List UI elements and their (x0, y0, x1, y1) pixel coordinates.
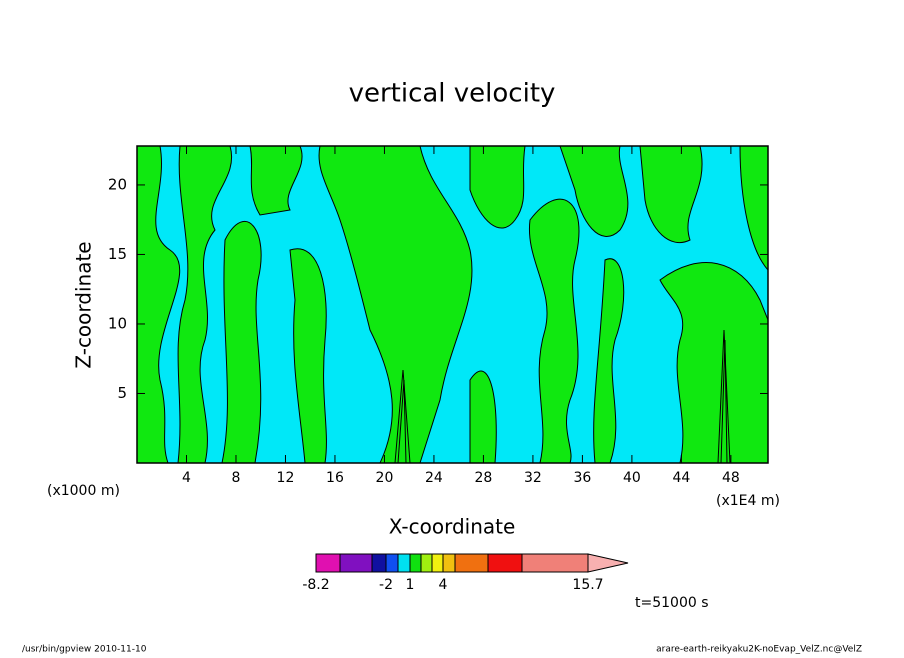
time-label: t=51000 s (635, 595, 709, 611)
x-tick-label: 36 (573, 470, 591, 486)
colorbar-segment (339, 553, 373, 573)
footer-left: /usr/bin/gpview 2010-11-10 (22, 645, 147, 655)
plot-frame (136, 145, 769, 464)
contour-field (137, 146, 768, 463)
y-tick-label: 5 (117, 384, 127, 402)
colorbar-segment (420, 553, 433, 573)
footer-right: arare-earth-reikyaku2K-noEvap_VelZ.nc@Ve… (656, 645, 862, 655)
colorbar-segment (442, 553, 456, 573)
colorbar-label: 1 (406, 577, 415, 593)
x-tick-label: 20 (376, 470, 394, 486)
colorbar-segment (521, 553, 589, 573)
colorbar-segment (487, 553, 523, 573)
colorbar-label: -8.2 (302, 577, 329, 593)
colorbar-label: -2 (379, 577, 393, 593)
colorbar-label: 4 (439, 577, 448, 593)
x-tick-label: 40 (623, 470, 641, 486)
colorbar-extend (587, 553, 629, 573)
colorbar-segment (409, 553, 422, 573)
y-tick-label: 20 (108, 175, 127, 193)
y-tick-label: 10 (108, 314, 127, 332)
colorbar-segment (315, 553, 341, 573)
colorbar-label: 15.7 (572, 577, 603, 593)
x-tick-label: 4 (182, 470, 191, 486)
y-tick-label: 15 (108, 245, 127, 263)
x-axis-label: X-coordinate (389, 515, 516, 539)
colorbar-segment (397, 553, 411, 573)
x-tick-label: 8 (232, 470, 241, 486)
chart-title: vertical velocity (349, 79, 556, 109)
x-tick-label: 24 (425, 470, 443, 486)
y-axis-label: Z-coordinate (72, 241, 96, 368)
x-tick-label: 16 (326, 470, 344, 486)
colorbar-segment (371, 553, 387, 573)
colorbar-segment (454, 553, 489, 573)
colorbar-segment (431, 553, 444, 573)
x-tick-label: 32 (524, 470, 542, 486)
x-tick-label: 28 (475, 470, 493, 486)
colorbar-segment (385, 553, 399, 573)
x-tick-label: 44 (672, 470, 690, 486)
x-unit: (x1E4 m) (716, 493, 780, 509)
x-tick-label: 48 (722, 470, 740, 486)
y-unit: (x1000 m) (47, 483, 120, 499)
x-tick-label: 12 (277, 470, 295, 486)
